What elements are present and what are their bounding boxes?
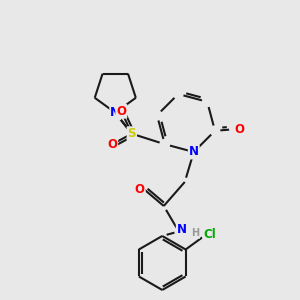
Text: O: O [116, 105, 126, 118]
Text: O: O [135, 183, 145, 196]
Text: N: N [110, 106, 120, 119]
Text: S: S [128, 127, 136, 140]
Text: H: H [191, 228, 199, 238]
Text: N: N [177, 224, 187, 236]
Text: N: N [189, 146, 199, 158]
Text: O: O [234, 123, 244, 136]
Text: Cl: Cl [203, 228, 216, 241]
Text: O: O [107, 138, 117, 151]
